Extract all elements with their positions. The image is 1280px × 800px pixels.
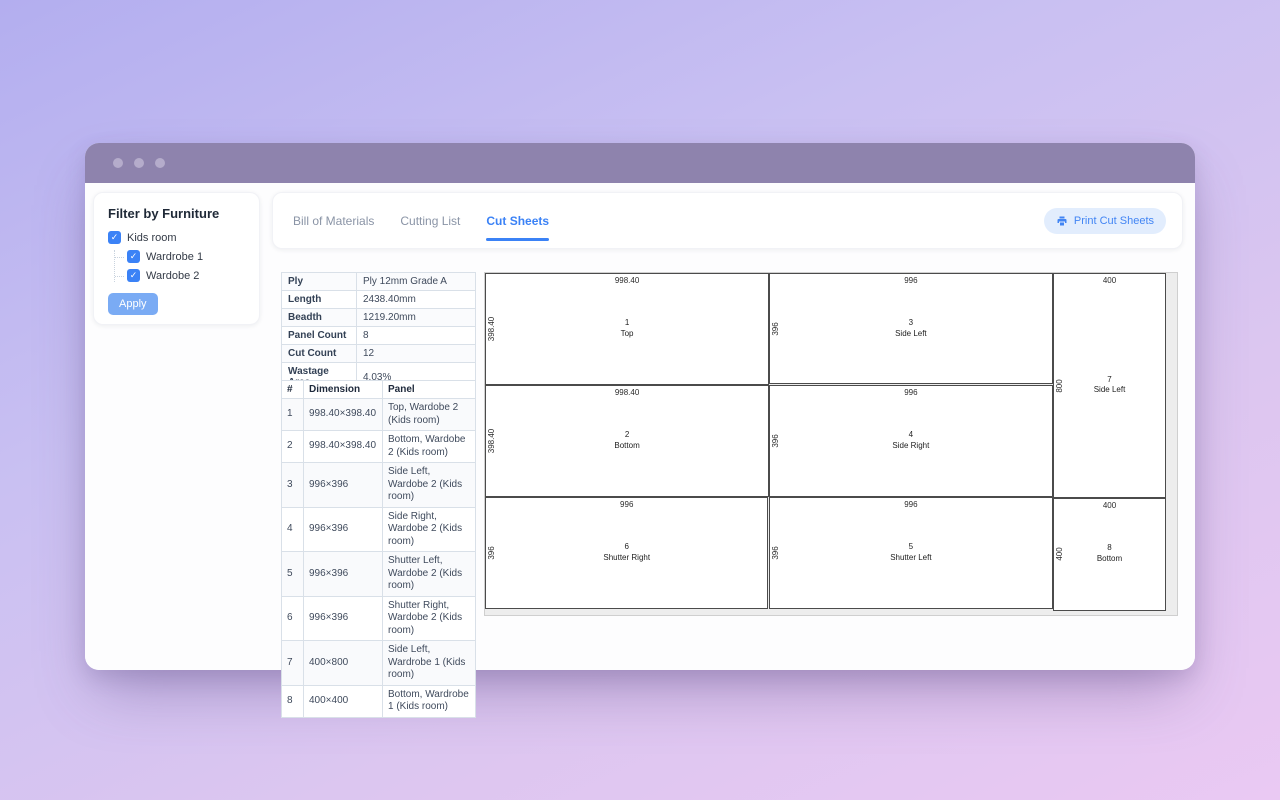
panel-width-label: 998.40	[614, 388, 640, 398]
table-row: 8 400×400 Bottom, Wardrobe 1 (Kids room)	[281, 684, 476, 718]
panel-name: Shutter Left	[890, 552, 932, 562]
checkbox-kids-room[interactable]: ✓ Kids room	[108, 231, 245, 244]
apply-button[interactable]: Apply	[108, 293, 158, 315]
summary-row: Cut Count 12	[281, 344, 476, 363]
panel-width-label: 996	[904, 276, 918, 285]
checkbox-label: Wardrobe 1	[146, 250, 204, 263]
filter-title: Filter by Furniture	[108, 206, 220, 221]
window-titlebar	[85, 143, 1195, 183]
panel-name: Bottom	[614, 441, 640, 451]
checkbox-wardrobe-1[interactable]: ✓ Wardrobe 1	[115, 250, 245, 263]
panel-number: 8	[1107, 543, 1112, 553]
table-header-row: # Dimension Panel	[281, 380, 476, 399]
checkbox-wardobe-2[interactable]: ✓ Wardobe 2	[115, 269, 245, 282]
panel-width-label: 996	[904, 388, 918, 398]
summary-row: Length 2438.40mm	[281, 290, 476, 309]
window-body: Filter by Furniture ✓ Kids room ✓ Wardro…	[85, 183, 1195, 718]
filter-panel: Filter by Furniture ✓ Kids room ✓ Wardro…	[93, 192, 260, 325]
window-control-dot[interactable]	[155, 158, 165, 168]
panel-name: Side Left	[895, 328, 927, 338]
panel-name: Side Left	[1093, 385, 1126, 395]
cut-sheet-panel-5: 996 396 5 Shutter Left	[769, 497, 1053, 609]
panel-number: 7	[1107, 374, 1112, 384]
table-row: 4 996×396 Side Right, Wardobe 2 (Kids room…	[281, 506, 476, 552]
tree-children: ✓ Wardrobe 1 ✓ Wardobe 2	[114, 250, 245, 282]
panel-name: Top	[620, 329, 634, 339]
print-button-label: Print Cut Sheets	[1073, 214, 1154, 227]
panel-list-table: # Dimension Panel 1 998.40×398.40 Top, War…	[281, 380, 476, 718]
panel-number: 6	[624, 542, 629, 552]
table-row: 2 998.40×398.40 Bottom, Wardobe 2 (Kids ro…	[281, 430, 476, 463]
summary-row: Ply Ply 12mm Grade A	[281, 272, 476, 291]
panel-name: Side Right	[892, 440, 930, 450]
panel-number: 3	[908, 317, 914, 327]
print-cut-sheets-button[interactable]: Print Cut Sheets	[1043, 207, 1166, 234]
panel-width-label: 996	[620, 500, 634, 510]
cut-sheet-panel-4: 996 396 4 Side Right	[769, 385, 1053, 497]
panel-width-label: 998.40	[614, 276, 640, 285]
cut-sheet-panel-6: 996 396 6 Shutter Right	[485, 497, 769, 609]
tab-bill-of-materials[interactable]: Bill of Materials	[293, 213, 375, 228]
cut-sheet-panel-1: 998.40 398.40 1 Top	[485, 273, 770, 386]
panel-width-label: 400	[1102, 276, 1117, 285]
panel-number: 1	[624, 318, 630, 328]
tab-bar: Bill of Materials Cutting List Cut Sheet…	[272, 192, 1183, 249]
app-window: Filter by Furniture ✓ Kids room ✓ Wardro…	[85, 143, 1195, 718]
summary-row: Beadth 1219.20mm	[281, 308, 476, 327]
table-row: 7 400×800 Side Left, Wardrobe 1 (Kids room…	[281, 640, 476, 686]
tabs: Bill of Materials Cutting List Cut Sheet…	[273, 193, 549, 248]
checkbox-label: Kids room	[127, 231, 177, 244]
sheet-summary-table: Ply Ply 12mm Grade A Length 2438.40mm Bead…	[281, 272, 476, 392]
panel-width-label: 400	[1102, 501, 1117, 511]
cut-sheet-panel-7: 400 800 7 Side Left	[1052, 273, 1167, 499]
tab-cutting-list[interactable]: Cutting List	[400, 213, 461, 228]
cut-sheet-panel-2: 998.40 398.40 2 Bottom	[485, 385, 770, 498]
checkbox-checked-icon: ✓	[127, 269, 140, 282]
panel-number: 4	[908, 430, 914, 440]
checkbox-label: Wardobe 2	[146, 269, 200, 282]
table-row: 1 998.40×398.40 Top, Wardobe 2 (Kids room)	[281, 398, 476, 431]
panel-name: Bottom	[1096, 554, 1123, 564]
checkbox-checked-icon: ✓	[108, 231, 121, 244]
cut-sheet-panel-3: 996 396 3 Side Left	[769, 273, 1053, 385]
window-control-dot[interactable]	[134, 158, 144, 168]
panel-width-label: 996	[904, 500, 918, 510]
summary-row: Panel Count 8	[281, 326, 476, 345]
cut-sheet-panel-8: 400 400 8 Bottom	[1052, 498, 1167, 611]
printer-icon	[1057, 216, 1067, 225]
cut-sheet-diagram: 998.40 398.40 1 Top 998.40 398.40 2 Bottom…	[484, 272, 1178, 616]
panel-name: Shutter Right	[603, 552, 651, 562]
table-row: 5 996×396 Shutter Left, Wardobe 2 (Kids ro…	[281, 551, 476, 597]
table-row: 3 996×396 Side Left, Wardobe 2 (Kids room)	[281, 462, 476, 508]
window-control-dot[interactable]	[113, 158, 123, 168]
panel-number: 5	[908, 542, 914, 552]
tab-cut-sheets[interactable]: Cut Sheets	[486, 193, 549, 248]
furniture-tree: ✓ Kids room ✓ Wardrobe 1 ✓ Wardobe 2	[108, 231, 245, 282]
checkbox-checked-icon: ✓	[127, 250, 140, 263]
panel-number: 2	[624, 430, 630, 440]
table-row: 6 996×396 Shutter Right, Wardobe 2 (Kids r…	[281, 595, 476, 641]
